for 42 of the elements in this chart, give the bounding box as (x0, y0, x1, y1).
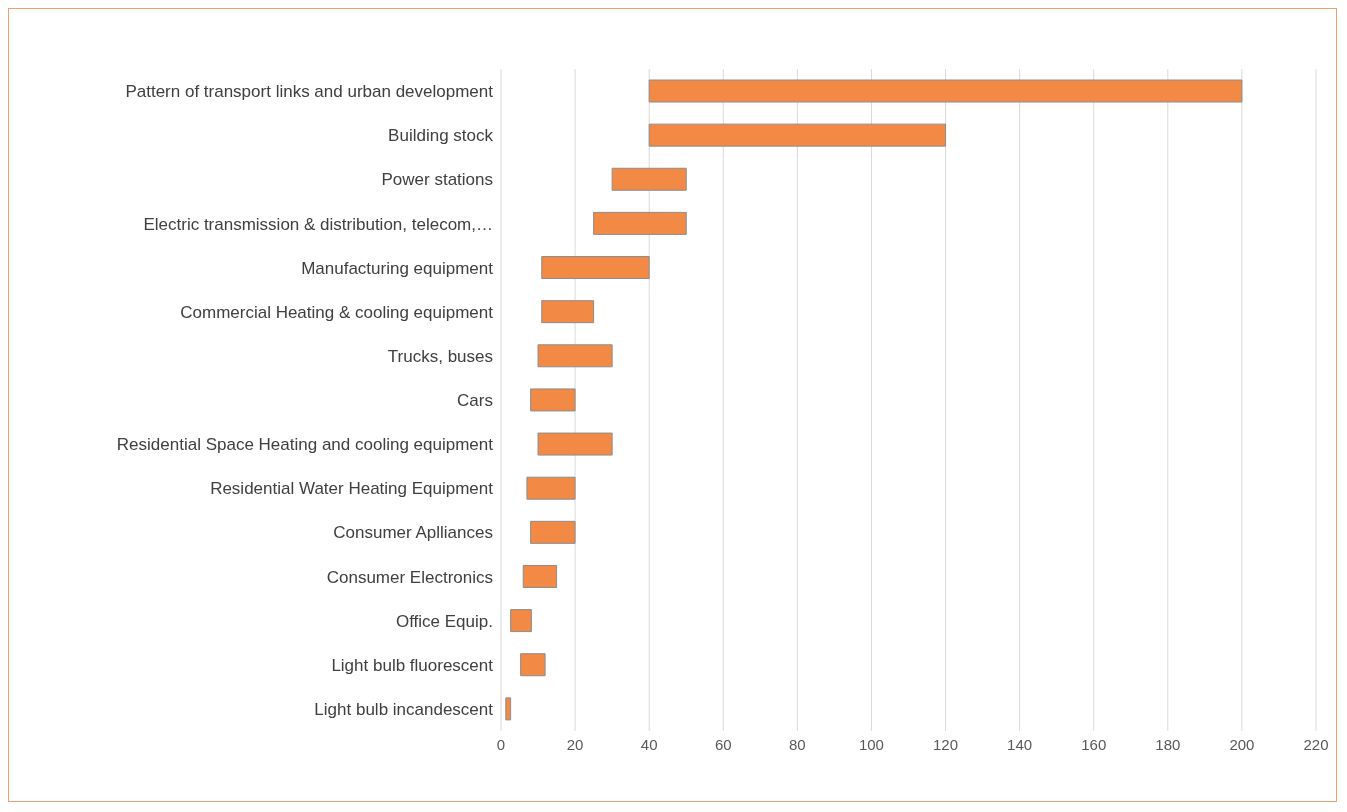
y-tick-label: Light bulb fluorescent (331, 655, 494, 675)
y-tick-label: Building stock (388, 126, 494, 146)
bar (510, 609, 532, 633)
bar (648, 123, 947, 147)
x-tick-label: 40 (640, 735, 658, 753)
bar (505, 697, 512, 721)
bar (537, 432, 613, 456)
x-tick-label: 120 (933, 735, 959, 753)
x-tick-label: 220 (1303, 735, 1329, 753)
y-tick-label: Residential Water Heating Equipment (210, 479, 494, 499)
bar (541, 300, 595, 324)
bar (522, 564, 558, 588)
y-tick-label: Commercial Heating & cooling equipment (180, 302, 494, 322)
y-tick-label: Pattern of transport links and urban development (125, 82, 494, 102)
x-tick-label: 60 (714, 735, 732, 753)
y-tick-label: Consumer Aplliances (333, 523, 493, 543)
y-tick-label: Residential Space Heating and cooling equipment (116, 435, 494, 455)
bar (520, 653, 546, 677)
x-tick-label: 180 (1155, 735, 1181, 753)
x-tick-label: 20 (566, 735, 584, 753)
y-tick-label: Consumer Electronics (326, 567, 493, 587)
y-tick-label: Electric transmission & distribution, telecom,… (143, 214, 493, 234)
y-tick-label: Trucks, buses (387, 346, 493, 366)
y-tick-label: Light bulb incandescent (314, 699, 494, 719)
x-tick-label: 80 (789, 735, 806, 753)
bar (648, 79, 1243, 103)
y-tick-label: Power stations (381, 170, 493, 190)
bar (611, 167, 687, 191)
bar (593, 211, 687, 235)
bar (526, 476, 576, 500)
x-tick-label: 100 (858, 735, 884, 753)
bar (530, 520, 576, 544)
bar (537, 344, 613, 368)
x-tick-label: 0 (496, 735, 506, 753)
y-tick-label: Manufacturing equipment (301, 258, 494, 278)
y-tick-label: Cars (457, 391, 493, 411)
x-tick-label: 140 (1007, 735, 1033, 753)
x-tick-label: 160 (1081, 735, 1107, 753)
y-tick-label: Office Equip. (395, 611, 493, 631)
bar (530, 388, 576, 412)
x-tick-label: 200 (1229, 735, 1255, 753)
bar (541, 256, 650, 280)
